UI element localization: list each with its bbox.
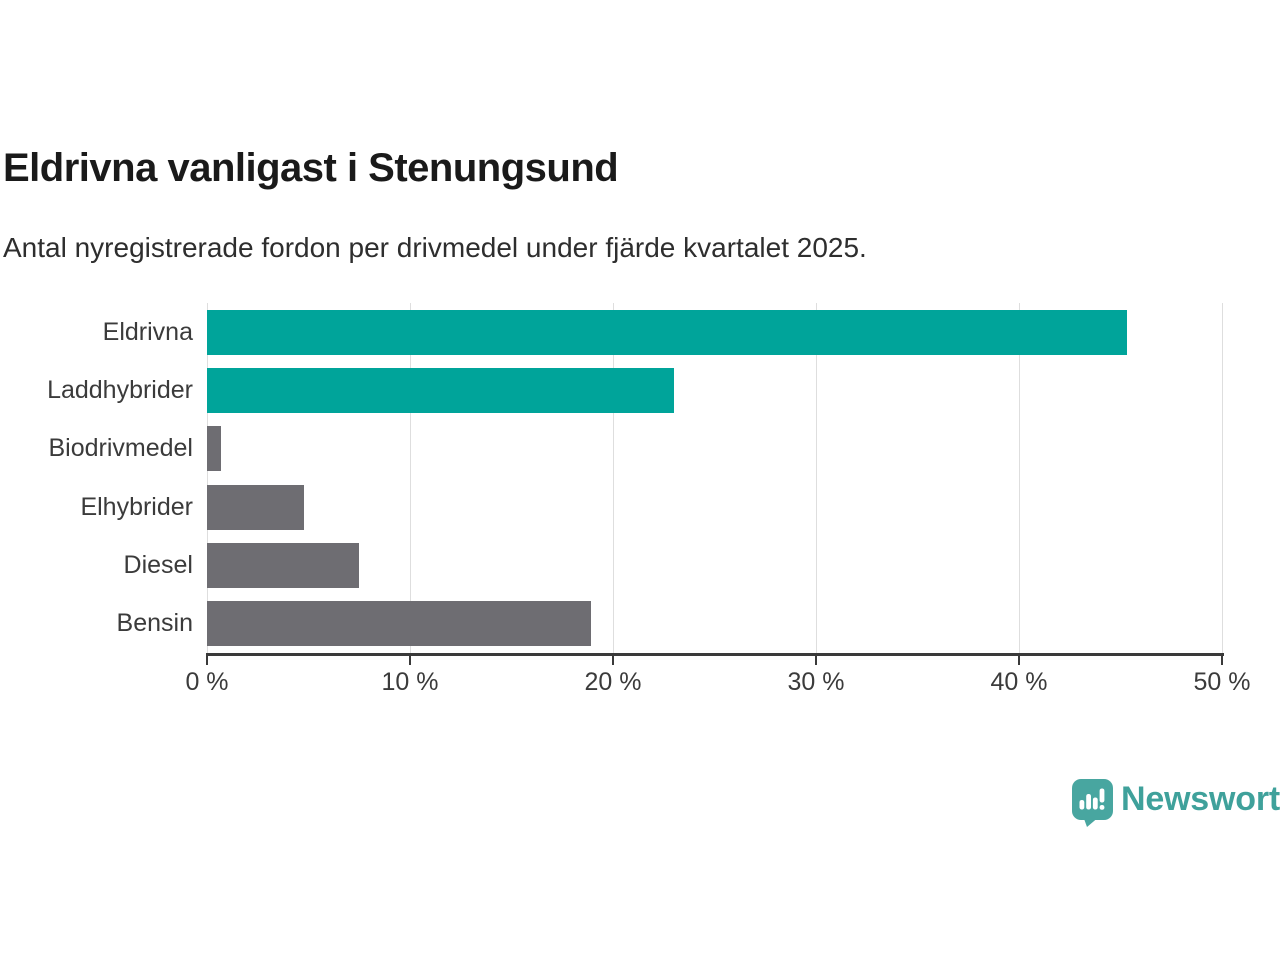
y-label-eldrivna: Eldrivna: [102, 317, 193, 346]
x-tick-0: [206, 653, 208, 665]
x-tick-label-40: 40 %: [990, 667, 1048, 696]
x-tick-50: [1221, 653, 1223, 665]
bar-biodrivmedel: [207, 426, 222, 472]
x-tick-label-50: 50 %: [1193, 667, 1251, 696]
bar-row-eldrivna: [207, 303, 1222, 361]
page-title: Eldrivna vanligast i Stenungsund: [3, 146, 619, 190]
chart-subtitle: Antal nyregistrerade fordon per drivmede…: [3, 232, 867, 263]
bar-laddhybrider: [207, 367, 674, 413]
bar-eldrivna: [207, 309, 1127, 355]
bar-elhybrider: [207, 484, 305, 530]
bar-row-laddhybrider: [207, 361, 1222, 419]
gridline-20: [613, 303, 614, 653]
x-tick-label-20: 20 %: [584, 667, 642, 696]
bar-diesel: [207, 542, 360, 588]
y-label-bensin: Bensin: [116, 609, 193, 638]
bar-row-bensin: [207, 595, 1222, 653]
x-tick-20: [612, 653, 614, 665]
x-tick-40: [1018, 653, 1020, 665]
newsworthy-logo: Newsworthy: [1072, 779, 1280, 828]
bar-row-elhybrider: [207, 478, 1222, 536]
y-axis-labels: Eldrivna Laddhybrider Biodrivmedel Elhybrid…: [0, 303, 193, 653]
x-tick-label-0: 0 %: [185, 667, 229, 696]
x-tick-label-10: 10 %: [381, 667, 439, 696]
gridline-10: [410, 303, 411, 653]
y-label-biodrivmedel: Biodrivmedel: [48, 434, 193, 463]
y-label-diesel: Diesel: [123, 550, 193, 579]
bar-chart-speech-bubble-icon: [1072, 779, 1113, 827]
gridline-50: [1222, 303, 1223, 653]
gridline-0: [207, 303, 208, 653]
x-tick-label-30: 30 %: [787, 667, 845, 696]
gridline-30: [816, 303, 817, 653]
bar-chart-plot-area: [207, 303, 1223, 653]
y-label-laddhybrider: Laddhybrider: [47, 375, 193, 404]
bar-row-biodrivmedel: [207, 420, 1222, 478]
y-label-elhybrider: Elhybrider: [80, 492, 193, 521]
x-axis-line: [206, 653, 1224, 656]
bar-row-diesel: [207, 536, 1222, 594]
x-tick-30: [815, 653, 817, 665]
gridline-40: [1019, 303, 1020, 653]
brand-name: Newsworthy: [1121, 780, 1280, 818]
bar-bensin: [207, 601, 591, 647]
x-tick-10: [409, 653, 411, 665]
